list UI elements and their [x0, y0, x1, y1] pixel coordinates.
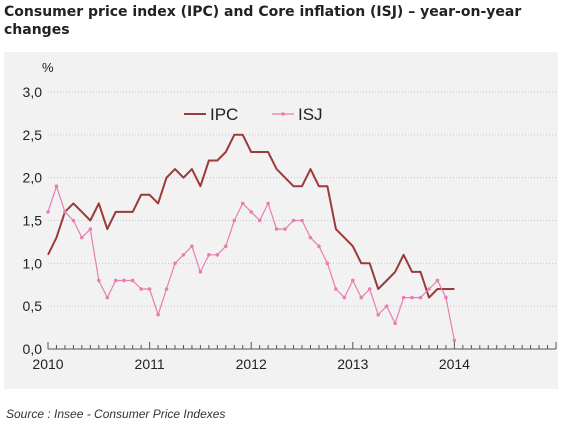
data-point-isj — [215, 252, 220, 257]
data-point-isj — [71, 218, 76, 223]
data-point-isj — [359, 295, 364, 300]
data-point-isj — [54, 184, 59, 189]
legend: IPC ISJ — [184, 105, 323, 124]
data-point-isj — [266, 201, 270, 206]
x-axis-ticks: 2010 2011 2012 2013 2014 — [32, 342, 557, 372]
y-tick-label: 1,5 — [23, 213, 43, 229]
y-tick-label: 2,0 — [23, 170, 43, 186]
data-point-isj — [351, 278, 355, 283]
data-point-isj — [130, 278, 135, 283]
line-chart: 0,00,51,01,52,02,53,0 2010 2011 2012 2013 20… — [23, 84, 557, 372]
y-tick-label: 0,5 — [23, 298, 43, 314]
data-point-isj — [147, 287, 152, 291]
data-point-isj — [401, 295, 406, 300]
data-point-isj — [308, 235, 313, 240]
data-point-isj — [384, 304, 389, 308]
y-tick-label: 3,0 — [23, 84, 43, 100]
y-tick-label: 2,5 — [23, 127, 43, 143]
data-point-isj — [190, 244, 194, 248]
data-point-isj — [207, 252, 211, 257]
data-point-isj — [300, 218, 304, 223]
source-note: Source : Insee - Consumer Price Indexes — [6, 407, 226, 421]
x-tick-label: 2014 — [439, 356, 470, 372]
data-point-isj — [427, 287, 431, 291]
chart-title: Consumer price index (IPC) and Core infl… — [4, 4, 522, 38]
x-tick-label: 2012 — [236, 356, 267, 372]
y-tick-label: 1,0 — [23, 255, 43, 271]
legend-marker-isj — [281, 112, 285, 116]
gridlines — [48, 91, 556, 307]
data-point-isj — [317, 244, 321, 248]
x-tick-label: 2013 — [337, 356, 368, 372]
data-point-isj — [173, 261, 177, 266]
x-tick-label: 2010 — [32, 356, 63, 372]
data-point-isj — [139, 287, 143, 291]
y-axis-unit-label: % — [42, 60, 54, 75]
legend-label-isj: ISJ — [298, 105, 323, 124]
data-point-isj — [393, 321, 397, 326]
data-point-isj — [105, 295, 110, 300]
data-point-isj — [257, 218, 262, 223]
data-point-isj — [410, 295, 414, 300]
data-point-isj — [342, 295, 347, 300]
data-point-isj — [249, 210, 253, 214]
data-point-isj — [122, 278, 126, 283]
data-point-isj — [198, 270, 203, 274]
data-point-isj — [181, 252, 186, 257]
data-point-isj — [435, 278, 440, 283]
data-point-isj — [240, 201, 245, 206]
data-point-isj — [291, 218, 296, 223]
data-point-isj — [156, 312, 160, 317]
data-point-isj — [418, 295, 423, 300]
y-axis-ticks: 0,0 0,5 1,0 1,5 2,0 2,5 3,0 — [23, 84, 43, 357]
data-point-isj — [334, 287, 338, 291]
y-tick-label: 0,0 — [23, 341, 43, 357]
chart-panel: % 0,0 0,5 1,0 1,5 2,0 2,5 3,0 2010 2011 2012 2013… — [4, 52, 558, 389]
data-point-isj — [325, 261, 330, 266]
legend-label-ipc: IPC — [210, 105, 238, 124]
data-point-isj — [164, 287, 169, 291]
data-point-isj — [444, 295, 448, 300]
data-point-isj — [63, 210, 67, 214]
x-tick-label: 2011 — [135, 356, 165, 372]
data-point-isj — [80, 235, 84, 240]
data-point-isj — [376, 312, 381, 317]
series-lines — [46, 133, 457, 343]
data-point-isj — [232, 218, 237, 223]
series-line-ipc — [47, 133, 455, 299]
data-point-isj — [88, 227, 93, 231]
data-point-isj — [97, 278, 101, 283]
data-point-isj — [46, 210, 50, 214]
data-point-isj — [113, 278, 118, 283]
data-point-isj — [274, 227, 279, 231]
data-point-isj — [452, 338, 457, 343]
data-point-isj — [367, 287, 372, 291]
data-point-isj — [283, 227, 287, 231]
data-point-isj — [224, 244, 228, 248]
